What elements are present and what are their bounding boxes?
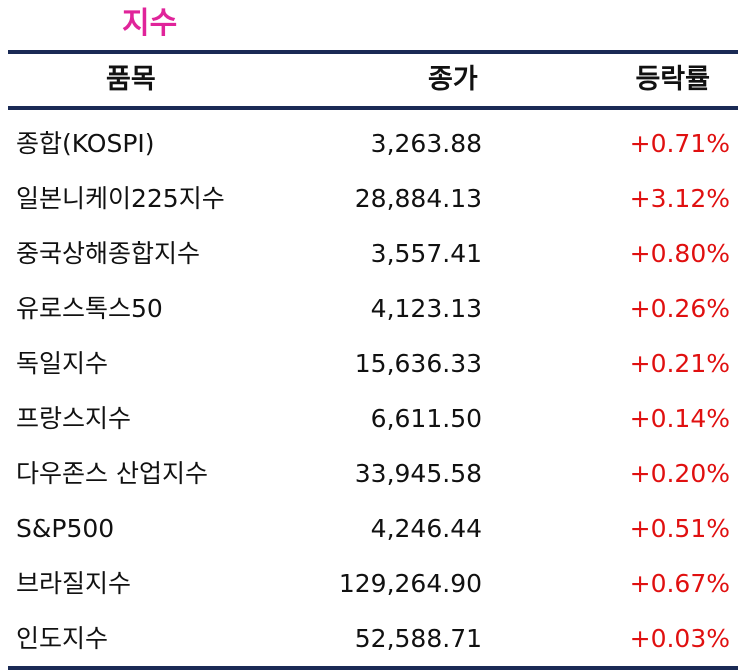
- row-name: S&P500: [16, 514, 115, 543]
- row-change: +0.51%: [629, 514, 730, 543]
- row-close: 6,611.50: [370, 404, 482, 433]
- header-item: 품목: [106, 64, 156, 95]
- row-close: 3,557.41: [370, 239, 482, 268]
- row-change: +3.12%: [629, 184, 730, 213]
- table-row: 종합(KOSPI) 3,263.88 +0.71%: [8, 116, 738, 171]
- row-close: 28,884.13: [354, 184, 482, 213]
- row-change: +0.26%: [629, 294, 730, 323]
- table-top-rule: [8, 50, 738, 54]
- index-table: 품목 종가 등락률 종합(KOSPI) 3,263.88 +0.71% 일본니케…: [8, 50, 738, 670]
- header-close: 종가: [428, 64, 478, 95]
- table-row: 인도지수 52,588.71 +0.03%: [8, 611, 738, 666]
- table-row: S&P500 4,246.44 +0.51%: [8, 501, 738, 556]
- row-close: 33,945.58: [354, 459, 482, 488]
- row-name: 종합(KOSPI): [16, 129, 155, 158]
- row-name: 중국상해종합지수: [16, 239, 201, 268]
- row-name: 프랑스지수: [16, 404, 132, 433]
- table-row: 다우존스 산업지수 33,945.58 +0.20%: [8, 446, 738, 501]
- row-change: +0.20%: [629, 459, 730, 488]
- row-change: +0.67%: [629, 569, 730, 598]
- row-close: 15,636.33: [354, 349, 482, 378]
- row-change: +0.80%: [629, 239, 730, 268]
- header-change: 등락률: [635, 64, 710, 95]
- row-name: 인도지수: [16, 624, 109, 653]
- row-name: 독일지수: [16, 349, 109, 378]
- table-row: 중국상해종합지수 3,557.41 +0.80%: [8, 226, 738, 281]
- table-row: 유로스톡스50 4,123.13 +0.26%: [8, 281, 738, 336]
- row-name: 일본니케이225지수: [16, 184, 225, 213]
- row-close: 4,123.13: [370, 294, 482, 323]
- row-close: 4,246.44: [370, 514, 482, 543]
- table-row: 독일지수 15,636.33 +0.21%: [8, 336, 738, 391]
- table-row: 일본니케이225지수 28,884.13 +3.12%: [8, 171, 738, 226]
- table-row: 브라질지수 129,264.90 +0.67%: [8, 556, 738, 611]
- row-name: 브라질지수: [16, 569, 132, 598]
- section-title: 지수: [122, 6, 178, 41]
- row-change: +0.21%: [629, 349, 730, 378]
- row-name: 다우존스 산업지수: [16, 459, 208, 488]
- row-close: 129,264.90: [338, 569, 482, 598]
- table-row: 프랑스지수 6,611.50 +0.14%: [8, 391, 738, 446]
- row-close: 52,588.71: [354, 624, 482, 653]
- row-change: +0.03%: [629, 624, 730, 653]
- table-bottom-rule: [8, 666, 738, 670]
- row-change: +0.14%: [629, 404, 730, 433]
- header-rule: [8, 106, 738, 110]
- row-close: 3,263.88: [370, 129, 482, 158]
- row-change: +0.71%: [629, 129, 730, 158]
- table-header: 품목 종가 등락률: [8, 54, 738, 106]
- row-name: 유로스톡스50: [16, 294, 163, 323]
